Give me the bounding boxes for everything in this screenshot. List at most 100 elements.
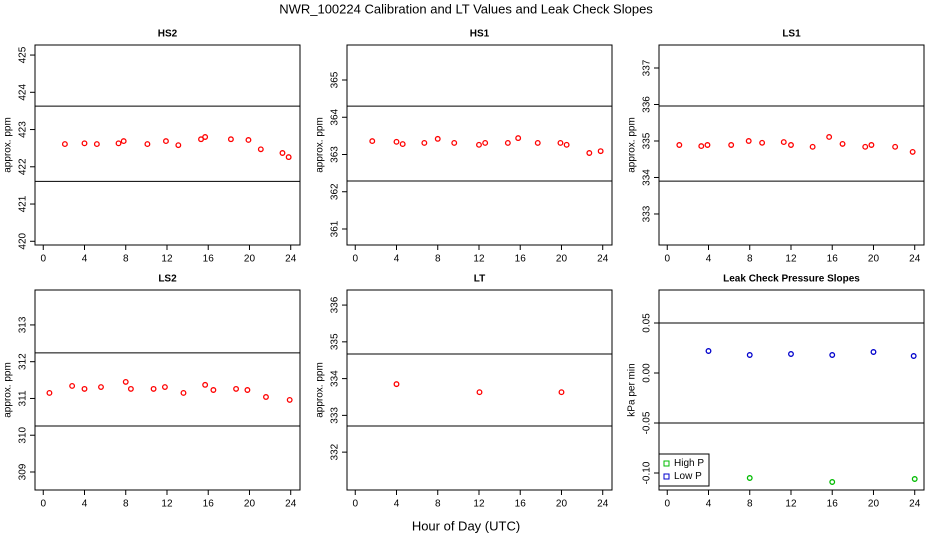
x-tick-label: 8	[123, 499, 129, 510]
point	[61, 141, 68, 148]
point	[163, 138, 169, 145]
y-tick-label: 337	[642, 59, 653, 76]
y-tick-label: 310	[18, 426, 29, 443]
y-axis-label: approx. ppm	[3, 117, 14, 173]
point	[421, 140, 428, 146]
y-tick-label: 333	[330, 407, 341, 424]
x-tick-label: 4	[706, 499, 712, 510]
x-tick-label: 24	[909, 254, 921, 265]
point	[826, 134, 833, 140]
x-tick-label: 24	[597, 499, 609, 510]
y-tick-label: 336	[330, 296, 341, 313]
point	[161, 384, 168, 391]
x-tick-label: 16	[827, 254, 839, 265]
legend-swatch	[663, 473, 670, 480]
panel-title: LT	[474, 274, 485, 285]
point	[286, 396, 293, 403]
point	[829, 352, 836, 358]
point	[451, 140, 458, 146]
x-axis-label: Hour of Day (UTC)	[412, 518, 520, 533]
point	[911, 476, 918, 482]
point	[809, 143, 816, 150]
y-axis-label: approx. ppm	[315, 362, 326, 418]
legend-label: Low P	[674, 471, 702, 482]
point	[180, 389, 187, 396]
x-tick-label: 8	[435, 499, 441, 510]
x-tick-label: 12	[785, 499, 797, 510]
x-tick-label: 0	[664, 499, 670, 510]
point	[788, 351, 794, 357]
point	[759, 139, 766, 146]
point	[120, 138, 127, 145]
y-tick-label: 363	[330, 146, 341, 163]
y-tick-label: 335	[330, 333, 341, 350]
x-tick-label: 8	[435, 254, 441, 265]
point	[46, 389, 53, 396]
y-tick-label: 0.00	[642, 363, 653, 383]
chart-title: NWR_100224 Calibration and LT Values and…	[279, 1, 653, 16]
y-tick-label: 312	[18, 353, 29, 370]
point	[393, 138, 400, 145]
y-axis-label: kPa per min	[627, 363, 638, 416]
point	[586, 150, 593, 156]
x-tick-label: 8	[123, 254, 129, 265]
point	[210, 387, 217, 393]
y-tick-label: 422	[18, 158, 29, 175]
point	[829, 479, 836, 485]
legend-box	[658, 453, 710, 487]
point	[98, 384, 104, 391]
x-tick-label: 4	[394, 499, 400, 510]
y-tick-label: 424	[18, 84, 29, 101]
y-tick-label: 333	[642, 205, 653, 222]
y-axis-label: approx. ppm	[3, 362, 14, 418]
x-tick-label: 8	[747, 499, 753, 510]
point	[245, 137, 252, 143]
point	[910, 353, 917, 359]
y-axis-label: approx. ppm	[315, 117, 326, 173]
y-tick-label: 361	[330, 220, 341, 237]
x-tick-label: 24	[597, 254, 609, 265]
point	[563, 141, 570, 148]
point	[597, 148, 604, 155]
x-tick-label: 20	[244, 254, 256, 265]
point	[558, 389, 565, 396]
y-tick-label: -0.10	[642, 461, 653, 484]
y-tick-label: 365	[330, 71, 341, 88]
x-tick-label: 16	[203, 254, 215, 265]
point	[746, 475, 753, 481]
legend-swatch	[663, 460, 670, 467]
point	[705, 348, 712, 354]
point	[122, 378, 129, 385]
y-tick-label: 0.05	[642, 313, 653, 333]
y-tick-label: -0.05	[642, 411, 653, 434]
point	[909, 148, 916, 155]
point	[862, 143, 869, 150]
y-axis-label: approx. ppm	[627, 117, 638, 173]
x-tick-label: 16	[827, 499, 839, 510]
point	[202, 134, 209, 140]
x-tick-label: 12	[473, 499, 485, 510]
point	[728, 142, 735, 148]
point	[476, 141, 482, 148]
panel-title: HS2	[158, 29, 178, 40]
point	[482, 140, 489, 146]
point	[127, 385, 134, 392]
point	[868, 142, 875, 148]
point	[870, 349, 877, 355]
x-tick-label: 4	[706, 254, 712, 265]
x-tick-label: 4	[82, 254, 88, 265]
point	[399, 141, 406, 148]
point	[369, 138, 376, 145]
point	[534, 140, 541, 146]
point	[788, 142, 794, 148]
panel-title: HS1	[470, 29, 490, 40]
point	[81, 140, 88, 147]
x-tick-label: 12	[161, 499, 173, 510]
point	[476, 389, 483, 396]
point	[175, 142, 182, 149]
y-tick-label: 420	[18, 232, 29, 249]
point	[115, 140, 122, 147]
y-tick-label: 311	[18, 390, 29, 406]
y-tick-label: 334	[330, 370, 341, 387]
